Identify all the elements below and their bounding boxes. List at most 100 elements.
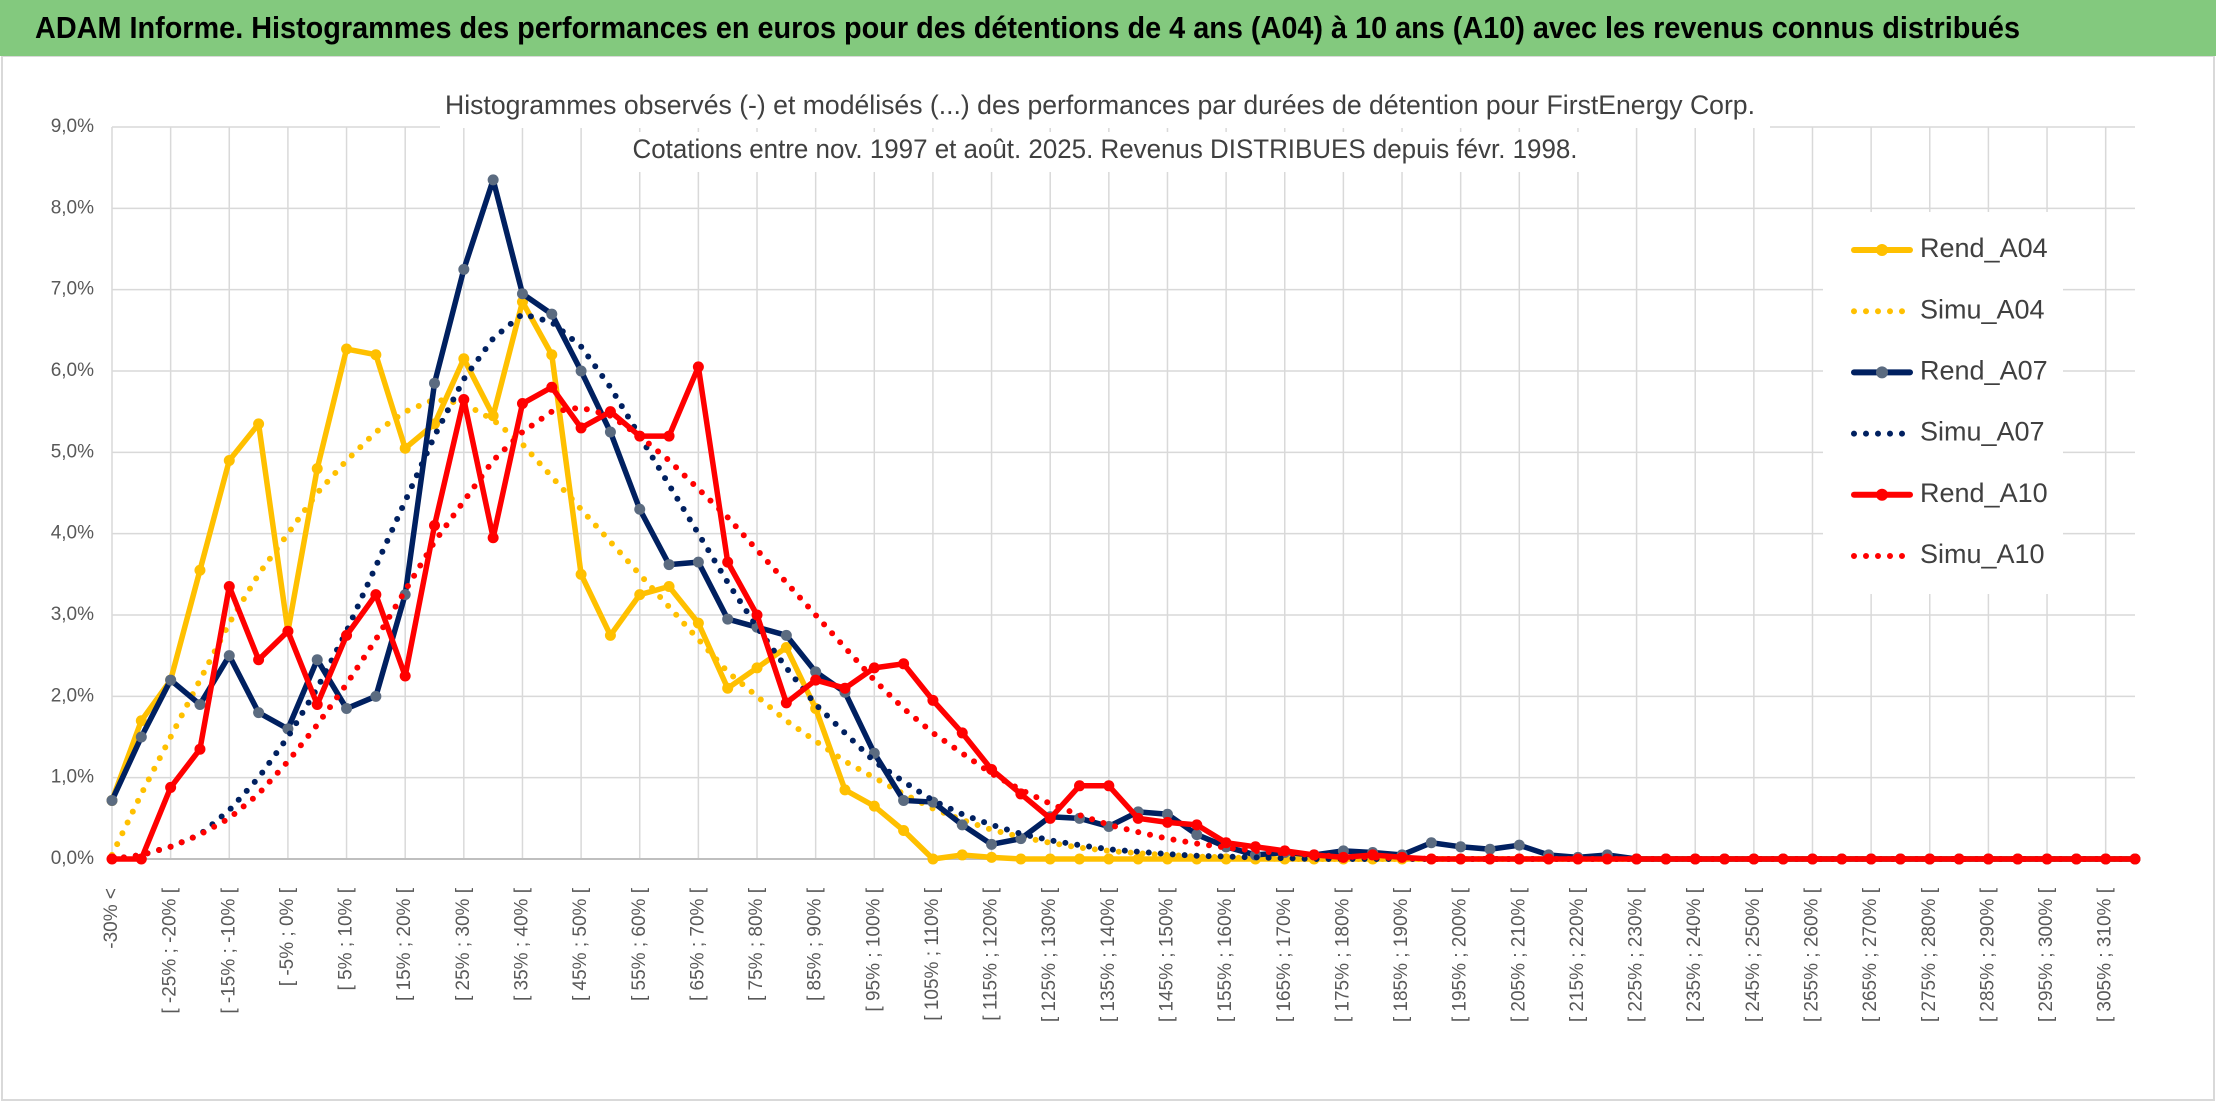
- data-point: [898, 658, 910, 670]
- data-point: [780, 697, 792, 709]
- data-point: [1425, 837, 1437, 849]
- data-point: [868, 800, 880, 812]
- data-point: [1543, 853, 1555, 865]
- data-point: [311, 463, 323, 475]
- data-point: [429, 520, 441, 532]
- x-tick-label: [ 65% ; 70% [: [687, 887, 708, 1001]
- x-tick-label: [ 105% ; 110% [: [922, 887, 943, 1020]
- x-tick-label: [ 255% ; 260% [: [1802, 887, 1823, 1022]
- data-point: [370, 589, 382, 601]
- legend-box: [1823, 212, 2063, 594]
- data-point: [253, 418, 265, 430]
- data-point: [1103, 780, 1115, 792]
- x-tick-label: [ 95% ; 100% [: [863, 887, 884, 1011]
- data-point: [487, 532, 499, 544]
- data-point: [868, 662, 880, 674]
- data-point: [370, 690, 382, 702]
- data-point: [341, 703, 353, 715]
- legend-label: Simu_A07: [1920, 417, 2045, 447]
- legend-label: Rend_A10: [1920, 478, 2048, 508]
- data-point: [341, 343, 353, 355]
- x-tick-label: [ 235% ; 240% [: [1684, 887, 1705, 1022]
- data-point: [516, 296, 528, 308]
- data-point: [223, 581, 235, 593]
- data-point: [986, 851, 998, 863]
- data-point: [546, 308, 558, 320]
- x-tick-label: [ 75% ; 80% [: [746, 887, 767, 1001]
- data-point: [663, 430, 675, 442]
- data-point: [341, 629, 353, 641]
- data-point: [927, 694, 939, 706]
- x-tick-label: [ 25% ; 30% [: [453, 887, 474, 1001]
- x-tick-label: [ 295% ; 300% [: [2036, 887, 2057, 1022]
- data-point: [1748, 853, 1760, 865]
- x-tick-label: [ 185% ; 190% [: [1391, 887, 1412, 1022]
- data-point: [751, 662, 763, 674]
- data-point: [839, 682, 851, 694]
- data-point: [135, 731, 147, 743]
- data-point: [1132, 812, 1144, 824]
- data-point: [1513, 839, 1525, 851]
- data-point: [956, 849, 968, 861]
- data-point: [399, 670, 411, 682]
- data-point: [1191, 819, 1203, 831]
- data-point: [223, 454, 235, 466]
- data-point: [194, 698, 206, 710]
- data-point: [458, 353, 470, 365]
- data-point: [839, 784, 851, 796]
- data-point: [311, 698, 323, 710]
- data-point: [751, 609, 763, 621]
- data-point: [1132, 853, 1144, 865]
- x-tick-label: [ 305% ; 310% [: [2095, 887, 2116, 1022]
- x-tick-label: [ 205% ; 210% [: [1508, 887, 1529, 1022]
- data-point: [722, 682, 734, 694]
- data-point: [165, 674, 177, 686]
- data-point: [692, 361, 704, 373]
- title-backdrop: [440, 88, 1770, 128]
- x-tick-label: [ 165% ; 170% [: [1274, 887, 1295, 1022]
- data-point: [810, 666, 822, 678]
- y-tick-label: 4,0%: [51, 523, 94, 544]
- x-tick-label: [ 215% ; 220% [: [1567, 887, 1588, 1022]
- x-tick-label: -30% <: [101, 888, 122, 949]
- data-point: [956, 819, 968, 831]
- data-point: [722, 613, 734, 625]
- data-point: [663, 581, 675, 593]
- data-point: [1894, 853, 1906, 865]
- y-tick-label: 8,0%: [51, 197, 94, 218]
- x-tick-label: [ 285% ; 290% [: [1977, 887, 1998, 1022]
- data-point: [487, 174, 499, 186]
- data-point: [282, 625, 294, 637]
- y-tick-label: 9,0%: [51, 116, 94, 137]
- x-tick-label: [ 55% ; 60% [: [629, 887, 650, 1001]
- data-point: [135, 715, 147, 727]
- data-point: [223, 650, 235, 662]
- data-point: [1689, 853, 1701, 865]
- data-point: [546, 349, 558, 361]
- data-point: [1044, 812, 1056, 824]
- data-point: [106, 794, 118, 806]
- data-point: [194, 564, 206, 576]
- data-point: [663, 559, 675, 571]
- chart-subtitle: Cotations entre nov. 1997 et août. 2025.…: [633, 134, 1578, 164]
- data-point: [370, 349, 382, 361]
- header-title: ADAM Informe. Histogrammes des performan…: [35, 10, 2020, 45]
- data-point: [575, 422, 587, 434]
- x-tick-label: [ 115% ; 120% [: [981, 887, 1002, 1020]
- legend-label: Rend_A04: [1920, 233, 2048, 263]
- data-point: [634, 503, 646, 515]
- data-point: [810, 674, 822, 686]
- data-point: [1161, 808, 1173, 820]
- data-point: [165, 781, 177, 793]
- data-point: [692, 556, 704, 568]
- data-point: [487, 410, 499, 422]
- x-tick-label: [ -5% ; 0% [: [277, 887, 298, 986]
- title-backdrop: [625, 132, 1585, 172]
- data-point: [1191, 829, 1203, 841]
- y-tick-label: 5,0%: [51, 441, 94, 462]
- x-tick-label: [ 265% ; 270% [: [1860, 887, 1881, 1022]
- x-tick-label: [ -25% ; -20% [: [160, 887, 181, 1013]
- x-tick-label: [ 135% ; 140% [: [1098, 887, 1119, 1022]
- x-tick-label: [ 275% ; 280% [: [1919, 887, 1940, 1022]
